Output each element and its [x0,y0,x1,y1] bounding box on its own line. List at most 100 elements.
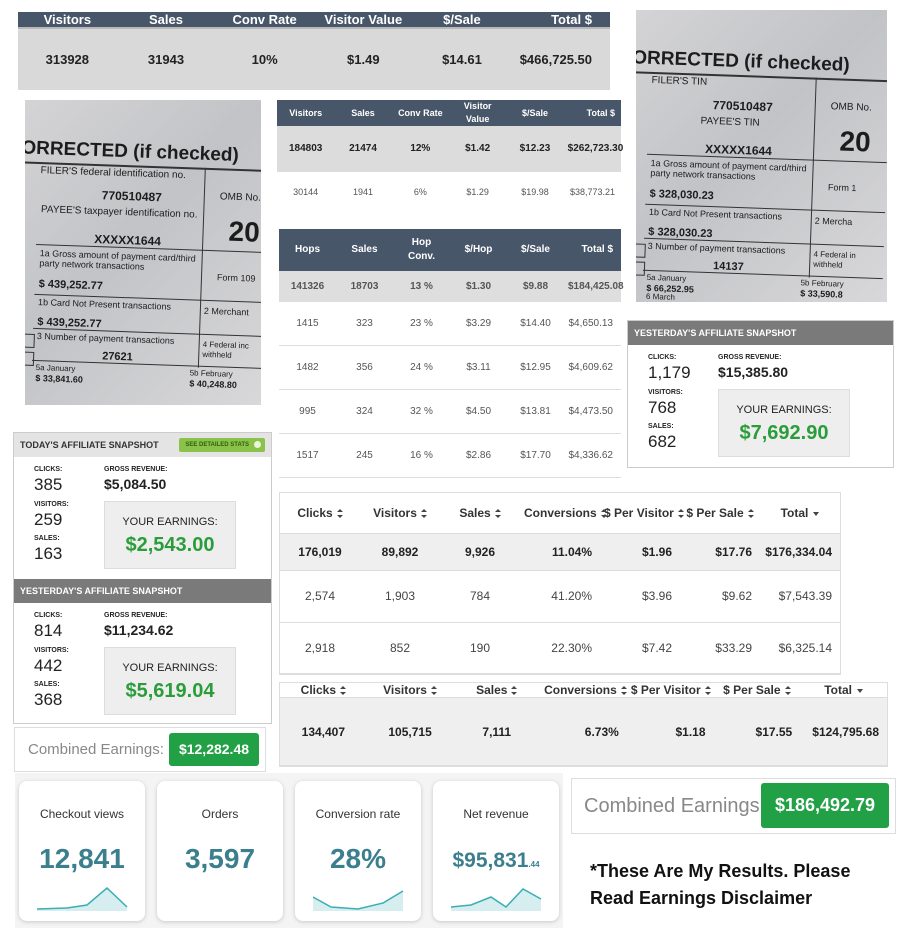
column-header[interactable]: $ Per Visitor [600,493,684,534]
card-title: Conversion rate [315,807,401,821]
table-cell: $33.29 [680,622,760,674]
table-cell: 245 [336,433,393,478]
visitors-value: 442 [34,656,63,675]
header-text: Total [824,683,852,697]
table-cell: 18703 [336,271,393,302]
table-cell: $38,773.21 [569,187,615,198]
header-text: Sales [351,107,375,118]
table-cell: $6,325.14 [760,622,840,674]
table-row: 1517 245 16 % $2.86 $17.70 $4,336.62 [279,433,621,478]
table-cell: 23 % [393,301,450,346]
sort-caret [813,511,820,516]
column-header[interactable]: Total [800,683,887,698]
table-head: Visitors Sales Conv Rate Visitor Value $/Sal… [18,12,610,28]
table-cell: 21474 [334,126,392,172]
column-header[interactable]: Conversions [540,683,627,698]
form-text: 770510487 [101,188,163,205]
sort-icon [620,686,627,696]
table-cell: 323 [336,301,393,346]
table-cell: 313928 [18,27,117,90]
column-header: Total $ [563,100,621,126]
table-cell: $184,425.08 [564,271,624,302]
table-cell: 2,574 [280,570,360,623]
form-text: PAYEE'S TIN [700,115,760,129]
sort-icon [430,686,437,696]
snapshot: YESTERDAY'S AFFILIATE SNAPSHOT CLICKS: 1,1… [627,320,894,468]
column-header[interactable]: $ Per Visitor [626,683,714,698]
stats-table: Clicks Visitors Sales Conversions $ Per Visi… [279,682,888,767]
header-text: Clicks [297,506,333,520]
header-text: $/Hop [464,244,493,255]
column-header[interactable]: Visitors [360,493,440,534]
table-row: 184803 21474 12% $1.42 $12.23 $262,723.30 [277,126,623,172]
column-header[interactable]: Clicks [280,683,367,698]
column-header[interactable]: $ Per Sale [680,493,760,534]
sparkline [37,886,128,911]
gross-label: GROSS REVENUE: [104,612,168,619]
table-cell: $1.96 [600,533,680,571]
table-row: 995 324 32 % $4.50 $13.81 $4,473.50 [279,389,621,434]
table-cell: $7,543.39 [760,570,840,623]
column-header[interactable]: Sales [440,493,520,534]
header-row: Clicks Visitors Sales Conversions $ Per Visi… [280,493,840,534]
column-header: Sales [336,229,393,271]
header-text: Visitors [289,107,323,118]
header-text: Visitors [383,683,427,697]
form-text: $ 328,030.23 [648,225,713,241]
header-text: $ Per Visitor [604,506,674,520]
column-header[interactable]: Clicks [280,493,360,534]
column-header: $/Sale [507,229,564,271]
table-cell: $7.42 [600,622,680,674]
table-cell: $14.61 [412,27,512,90]
table-cell: 2,918 [280,622,360,674]
table-head: Visitors Sales Conv Rate Visitor Value $/Sal… [277,100,621,126]
table-cell: 16 % [393,433,450,478]
form-text: $ 40,248.80 [189,378,237,391]
table-cell: 141326 [279,271,336,302]
table-cell: $17.76 [680,533,760,571]
combined-value: $12,282.48 [169,733,259,766]
earnings-box: YOUR EARNINGS: $5,619.04 [104,647,236,715]
tax-form-photo: ORRECTED (if checked) FILER'S federal ide… [25,100,261,405]
form-text: Form 109 [216,272,256,284]
column-header[interactable]: Conversions [520,493,607,534]
table-cell: $4,336.62 [564,433,621,478]
clicks-label: CLICKS: [34,612,63,619]
table-cell: $1.29 [466,187,489,198]
sort-icon [336,509,343,519]
form-text: 1a Gross amount of payment card/third pa… [650,157,807,182]
table-cell: 176,019 [280,533,360,571]
form-text: 1b Card Not Present transactions [37,297,172,312]
header-text: Conversions [524,506,597,520]
table-cell: 10% [215,27,314,90]
table-row: 134,407 105,715 7,111 6.73% $1.18 $17.55 $124,… [280,697,887,766]
snapshot-panel: TODAY'S AFFILIATE SNAPSHOT SEE DETAILED S… [13,432,272,724]
form: ORRECTED (if checked) FILER'S TIN 77051048… [636,10,887,302]
table-cell: $1.18 [626,697,714,766]
card-value-suffix: .44 [528,860,540,869]
column-header[interactable]: $ Per Sale [713,683,801,698]
form-text: 14137 [712,260,744,274]
table-cell: 89,892 [360,533,440,571]
table-cell: 995 [279,389,336,434]
gross-label: GROSS REVENUE: [104,466,168,473]
table-body: 184803 21474 12% $1.42 $12.23 $262,723.30 3014… [277,126,623,213]
column-header: $/Sale [412,12,512,28]
table-cell: 1941 [352,187,373,198]
table-cell: $1.30 [450,271,507,302]
table-cell: 24 % [393,345,450,390]
column-header[interactable]: Visitors [366,683,454,698]
column-header[interactable]: Total [760,493,840,534]
earnings-label: YOUR EARNINGS: [122,516,218,528]
card-title: Net revenue [463,807,529,821]
table-cell: $17.70 [507,433,564,478]
column-header: Visitor Value [448,100,507,126]
form-text: $ 33,590.8 [800,288,843,300]
form-text: 20 [839,125,872,158]
column-header[interactable]: Sales [453,683,541,698]
column-header: Conv Rate [215,12,314,28]
form-text: Form 1 [827,182,857,194]
details-button[interactable]: SEE DETAILED STATS [179,438,265,452]
header-text: Visitor Value [324,12,403,27]
table-cell: $9.62 [680,570,760,623]
